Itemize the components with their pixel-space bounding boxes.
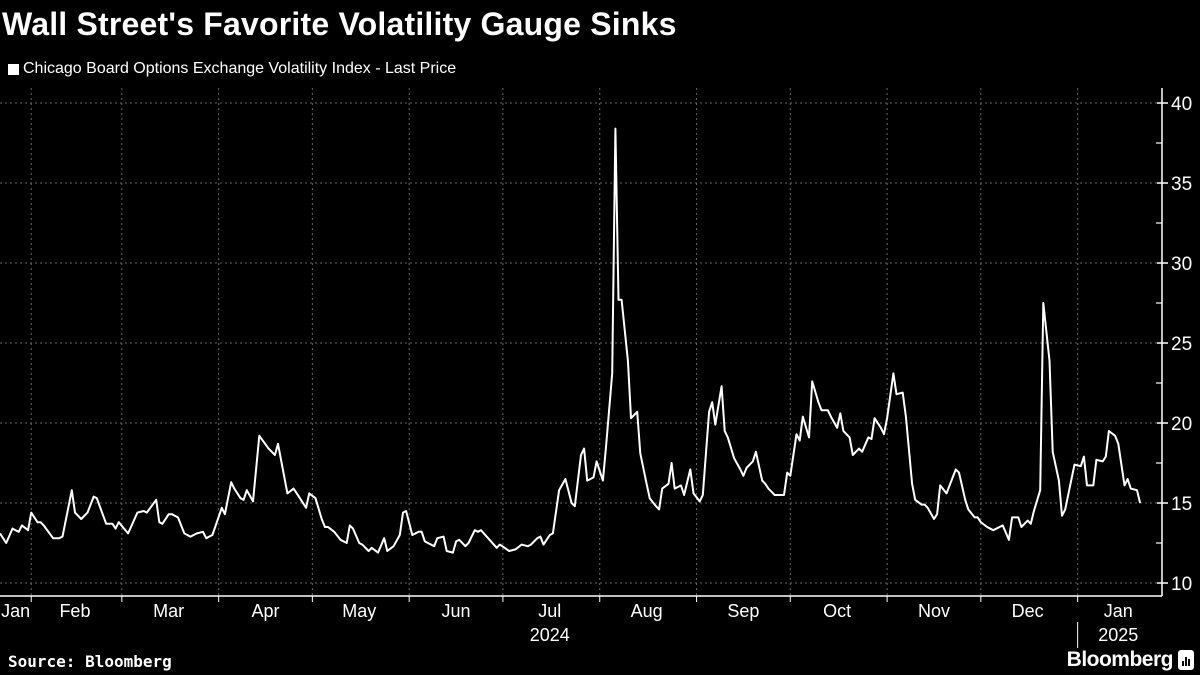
x-year-label: 2025 <box>1098 625 1138 645</box>
y-tick-label: 15 <box>1171 494 1192 515</box>
x-tick-label: Dec <box>1012 601 1044 621</box>
x-tick-label: Aug <box>631 601 663 621</box>
x-tick-label: Oct <box>823 601 851 621</box>
x-tick-label: Sep <box>727 601 759 621</box>
y-tick-label: 35 <box>1171 174 1192 195</box>
legend-swatch <box>8 63 19 75</box>
x-tick-label: Apr <box>252 601 280 621</box>
y-tick-label: 40 <box>1171 94 1192 115</box>
series-line-vix <box>0 127 1142 554</box>
x-tick-label: Jan <box>1104 601 1133 621</box>
bloomberg-logo: Bloomberg <box>1067 648 1194 672</box>
bloomberg-chart-icon <box>1178 650 1194 670</box>
logo-text: Bloomberg <box>1066 648 1174 671</box>
y-tick-label: 20 <box>1171 414 1192 435</box>
y-tick-label: 25 <box>1171 334 1192 355</box>
x-tick-label: Jan <box>1 601 30 621</box>
legend-label: Chicago Board Options Exchange Volatilit… <box>23 60 457 77</box>
source-note: Source: Bloomberg <box>8 652 172 671</box>
legend: Chicago Board Options Exchange Volatilit… <box>8 60 456 78</box>
x-tick-label: Mar <box>153 601 184 621</box>
x-tick-label: Nov <box>918 601 950 621</box>
x-year-label: 2024 <box>530 625 570 645</box>
y-tick-label: 10 <box>1171 574 1192 595</box>
x-tick-label: Feb <box>59 601 90 621</box>
chart-title: Wall Street's Favorite Volatility Gauge … <box>2 6 677 42</box>
x-tick-label: Jun <box>442 601 471 621</box>
x-tick-label: Jul <box>538 601 561 621</box>
y-tick-label: 30 <box>1171 254 1192 275</box>
x-tick-label: May <box>342 601 376 621</box>
